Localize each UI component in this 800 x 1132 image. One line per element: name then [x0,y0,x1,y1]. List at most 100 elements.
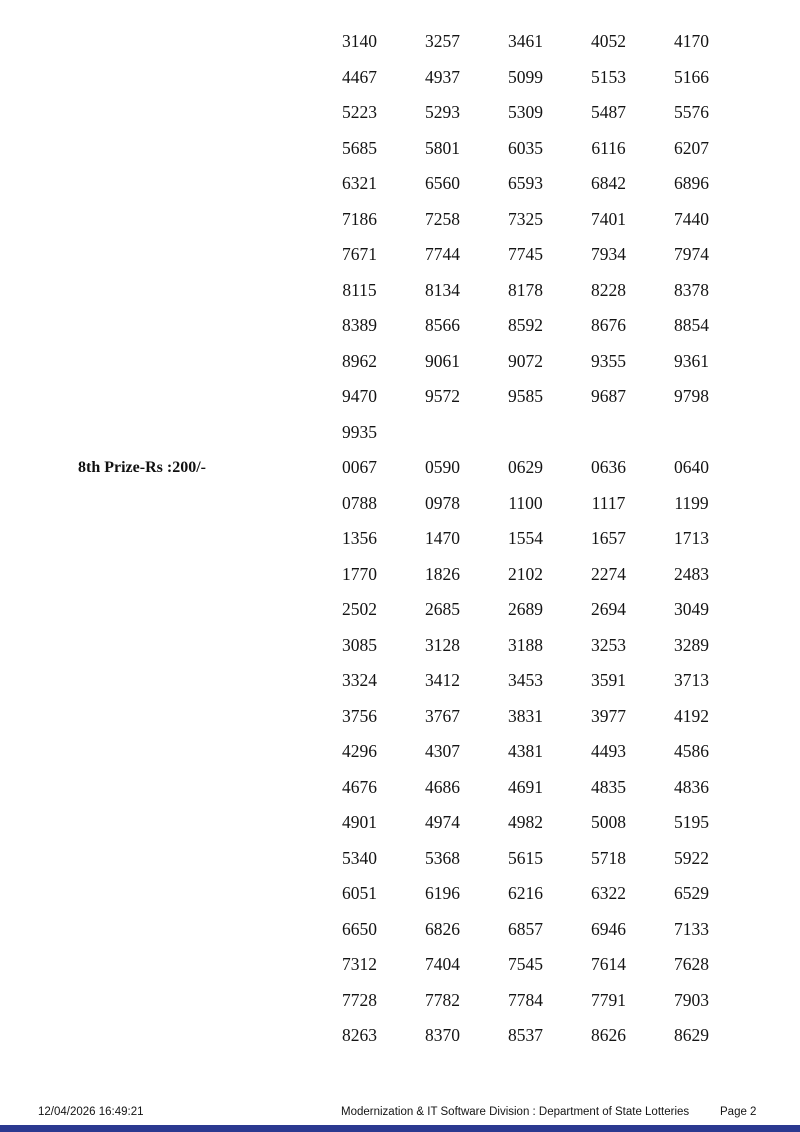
prize-number: 1657 [591,528,626,549]
prize-number: 3412 [425,670,460,691]
number-row: 4676 4686 4691 4835 4836 [0,770,800,806]
prize-number: 1554 [508,528,543,549]
number-row: 3756 3767 3831 3977 4192 [0,699,800,735]
prize-number: 3461 [508,31,543,52]
prize-number: 7186 [342,208,377,229]
number-row: 8115 8134 8178 8228 8378 [0,273,800,309]
prize-number: 7133 [674,918,709,939]
prize-number: 3049 [674,599,709,620]
prize-number: 5309 [508,102,543,123]
prize-number: 3756 [342,705,377,726]
prize-number: 7614 [591,954,626,975]
prize-number: 6207 [674,137,709,158]
prize-number: 8134 [425,279,460,300]
prize-number: 9687 [591,386,626,407]
prize-number: 9361 [674,350,709,371]
prize-number: 9470 [342,386,377,407]
prize-number: 8370 [425,1025,460,1046]
prize-number: 2689 [508,599,543,620]
prize-number: 7903 [674,989,709,1010]
prize-number: 7671 [342,244,377,265]
prize-number: 4982 [508,812,543,833]
prize-number: 3140 [342,31,377,52]
prize-number: 8854 [674,315,709,336]
prize-number: 1713 [674,528,709,549]
prize-number: 0590 [425,457,460,478]
prize-number: 4493 [591,741,626,762]
prize-number: 7784 [508,989,543,1010]
prize-number: 5166 [674,66,709,87]
prize-number: 7404 [425,954,460,975]
prize-number: 4835 [591,776,626,797]
prize-number: 1356 [342,528,377,549]
prize-number: 8115 [342,279,377,300]
number-row: 8263 8370 8537 8626 8629 [0,1018,800,1054]
prize-number: 7545 [508,954,543,975]
page-footer-accent-bar [0,1125,800,1132]
prize-number: 0640 [674,457,709,478]
prize-number: 6896 [674,173,709,194]
prize-number: 4901 [342,812,377,833]
prize-number: 4467 [342,66,377,87]
prize-number: 0636 [591,457,626,478]
prize-number: 0067 [342,457,377,478]
prize-number: 7401 [591,208,626,229]
prize-number: 6842 [591,173,626,194]
number-row: 8389 8566 8592 8676 8854 [0,308,800,344]
number-row: 9470 9572 9585 9687 9798 [0,379,800,415]
number-row: 4467 4937 5099 5153 5166 [0,60,800,96]
prize-number: 8263 [342,1025,377,1046]
number-row: 3324 3412 3453 3591 3713 [0,663,800,699]
prize-number: 2685 [425,599,460,620]
number-row: 8th Prize-Rs :200/- 0067 0590 0629 0636 0640 [0,450,800,486]
prize-number: 4381 [508,741,543,762]
prize-number: 5340 [342,847,377,868]
prize-number: 5685 [342,137,377,158]
prize-number: 5195 [674,812,709,833]
number-row: 6650 6826 6857 6946 7133 [0,912,800,948]
prize-number: 3977 [591,705,626,726]
prize-number: 7628 [674,954,709,975]
number-row: 7728 7782 7784 7791 7903 [0,983,800,1019]
prize-number: 4296 [342,741,377,762]
prize-number: 6321 [342,173,377,194]
prize-number: 6826 [425,918,460,939]
prize-number: 6116 [591,137,626,158]
prize-number: 4052 [591,31,626,52]
prize-number: 8566 [425,315,460,336]
prize-number: 4307 [425,741,460,762]
number-row: 8962 9061 9072 9355 9361 [0,344,800,380]
footer-division: Modernization & IT Software Division : D… [341,1106,690,1118]
prize-number: 1770 [342,563,377,584]
prize-number: 4691 [508,776,543,797]
number-row: 3085 3128 3188 3253 3289 [0,628,800,664]
prize-number: 3289 [674,634,709,655]
prize-number: 8592 [508,315,543,336]
prize-number: 5099 [508,66,543,87]
prize-number: 0788 [342,492,377,513]
prize-number: 6216 [508,883,543,904]
number-row: 2502 2685 2689 2694 3049 [0,592,800,628]
prize-number: 2483 [674,563,709,584]
prize-number: 0978 [425,492,460,513]
prize-number: 1199 [674,492,709,513]
prize-number: 3591 [591,670,626,691]
prize-number: 8378 [674,279,709,300]
prize-number: 6593 [508,173,543,194]
prize-number: 2502 [342,599,377,620]
number-row: 1770 1826 2102 2274 2483 [0,557,800,593]
prize-number: 8537 [508,1025,543,1046]
number-row: 5223 5293 5309 5487 5576 [0,95,800,131]
footer-page-number: Page 2 [720,1106,757,1118]
prize-number: 6035 [508,137,543,158]
prize-number: 6196 [425,883,460,904]
prize-number: 3188 [508,634,543,655]
prize-number: 6322 [591,883,626,904]
prize-number: 4192 [674,705,709,726]
prize-number: 2102 [508,563,543,584]
number-row: 4296 4307 4381 4493 4586 [0,734,800,770]
prize-number: 1470 [425,528,460,549]
prize-number: 8962 [342,350,377,371]
prize-number: 7791 [591,989,626,1010]
page-footer: 12/04/2026 16:49:21 Modernization & IT S… [0,1106,800,1122]
